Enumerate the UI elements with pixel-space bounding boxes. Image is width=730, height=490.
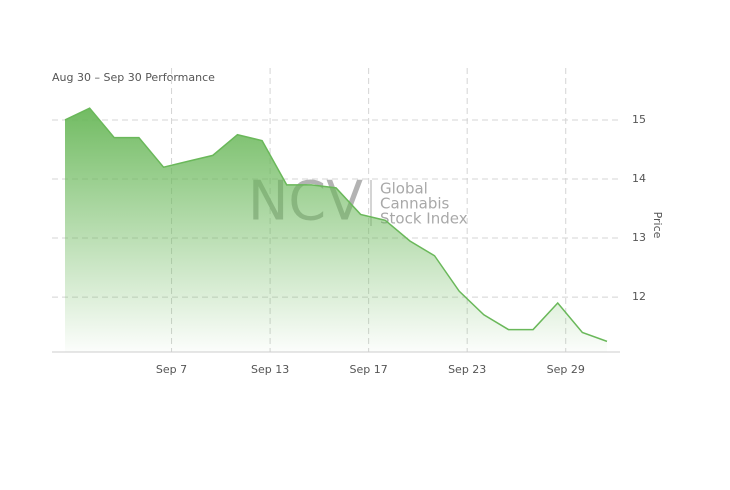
price-line xyxy=(64,107,608,343)
x-tick-label: Sep 29 xyxy=(547,363,585,376)
watermark-text: Stock Index xyxy=(380,210,468,228)
y-tick-label: 14 xyxy=(632,172,646,185)
area-fill xyxy=(65,108,607,352)
watermark-text: Global xyxy=(380,180,428,198)
y-tick-label: 13 xyxy=(632,231,646,244)
y-tick-label: 12 xyxy=(632,290,646,303)
y-axis-label: Price xyxy=(651,212,664,239)
x-tick-label: Sep 23 xyxy=(448,363,486,376)
x-tick-label: Sep 7 xyxy=(156,363,187,376)
x-tick-label: Sep 13 xyxy=(251,363,289,376)
y-tick-label: 15 xyxy=(632,113,646,126)
chart-title: Aug 30 – Sep 30 Performance xyxy=(52,71,215,84)
x-tick-label: Sep 17 xyxy=(350,363,388,376)
watermark-text: Cannabis xyxy=(380,195,450,213)
